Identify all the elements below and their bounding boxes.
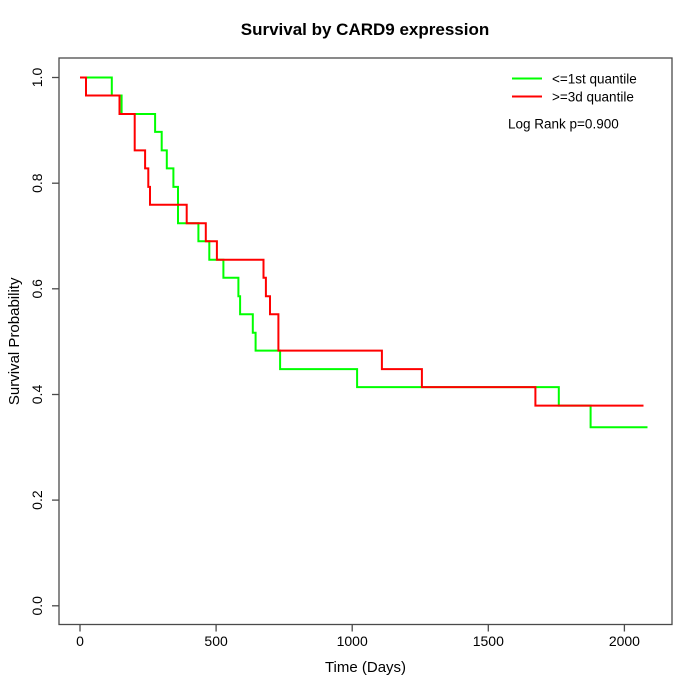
x-axis-ticks: 0 500 1000 1500 2000	[76, 624, 640, 649]
plot-frame	[58, 57, 673, 626]
x-axis-title: Time (Days)	[325, 659, 406, 676]
page-title: Survival by CARD9 expression	[241, 20, 489, 39]
legend-label-third-quantile: >=3d quantile	[552, 90, 634, 105]
x-tick-label: 0	[76, 633, 84, 649]
y-tick-label: 1.0	[29, 68, 45, 88]
y-tick-label: 0.4	[29, 385, 45, 405]
y-axis-title: Survival Probability	[6, 277, 23, 405]
legend: <=1st quantile >=3d quantile Log Rank p=…	[508, 72, 637, 132]
y-tick-label: 0.2	[29, 490, 45, 510]
y-tick-label: 0.0	[29, 596, 45, 616]
x-tick-label: 1500	[473, 633, 504, 649]
x-tick-label: 2000	[609, 633, 640, 649]
log-rank-annotation: Log Rank p=0.900	[508, 117, 619, 132]
legend-label-first-quantile: <=1st quantile	[552, 72, 637, 87]
y-tick-label: 0.8	[29, 173, 45, 193]
y-tick-label: 0.6	[29, 279, 45, 299]
x-tick-label: 500	[204, 633, 228, 649]
y-axis-ticks: 0.0 0.2 0.4 0.6 0.8 1.0	[29, 68, 59, 616]
survival-curve-third-quantile	[80, 76, 644, 407]
x-tick-label: 1000	[337, 633, 368, 649]
survival-curves	[80, 76, 648, 429]
